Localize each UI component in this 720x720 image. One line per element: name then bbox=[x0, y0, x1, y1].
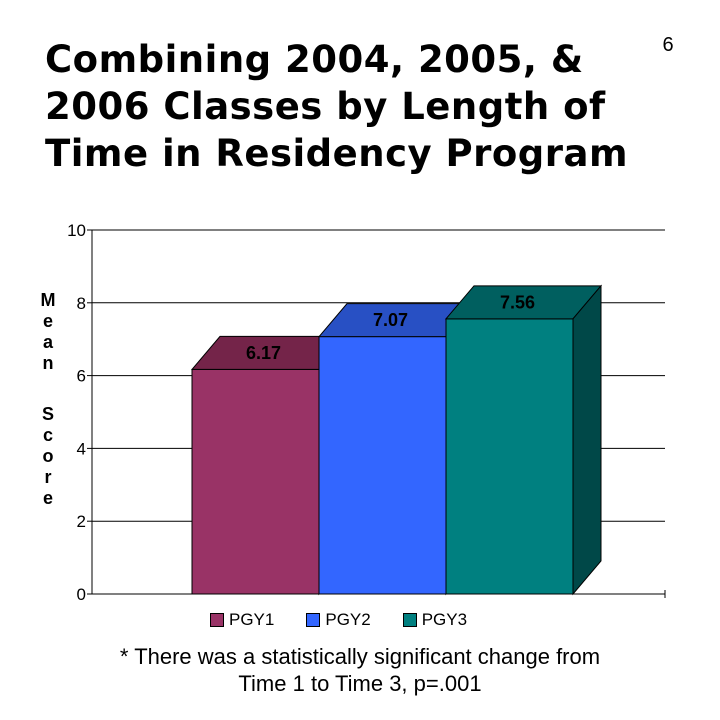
y-axis-title-letter: e bbox=[42, 311, 53, 331]
y-tick-label: 0 bbox=[77, 585, 86, 604]
legend-item-pgy1: PGY1 bbox=[210, 610, 274, 630]
y-tick-label: 4 bbox=[77, 439, 86, 458]
data-label-pgy1: 6.17 bbox=[246, 343, 281, 363]
bar-side-pgy3 bbox=[572, 284, 602, 596]
y-axis-title-letter: o bbox=[42, 446, 54, 466]
legend-swatch bbox=[210, 613, 224, 627]
legend-label: PGY2 bbox=[325, 610, 371, 629]
slide-number: 6 bbox=[662, 34, 674, 56]
y-axis-title-letter: S bbox=[41, 404, 54, 424]
footnote-line-1: * There was a statistically significant … bbox=[119, 644, 601, 669]
slide-title: Combining 2004, 2005, & 2006 Classes by … bbox=[45, 38, 629, 175]
bar-pgy3 bbox=[445, 318, 574, 595]
y-axis-title-letter: e bbox=[42, 488, 53, 508]
bar-pgy1 bbox=[191, 368, 320, 595]
y-axis-title-letter: c bbox=[42, 425, 53, 445]
legend-item-pgy2: PGY2 bbox=[306, 610, 371, 630]
y-axis-title-letter: n bbox=[42, 353, 54, 373]
y-axis-title-letter: M bbox=[40, 290, 56, 310]
y-tick-label: 2 bbox=[77, 512, 86, 531]
y-tick-label: 10 bbox=[67, 221, 86, 240]
y-axis-title-letter: r bbox=[44, 467, 52, 487]
legend-label: PGY3 bbox=[421, 610, 468, 629]
legend-item-pgy3: PGY3 bbox=[402, 610, 468, 630]
y-tick-label: 6 bbox=[77, 367, 86, 386]
chart-legend: PGY1 PGY2 PGY3 bbox=[210, 608, 499, 632]
bar-pgy2 bbox=[318, 336, 447, 595]
footnote: * There was a statistically significant … bbox=[60, 643, 660, 697]
y-tick-label: 8 bbox=[77, 294, 86, 313]
legend-swatch bbox=[306, 613, 321, 627]
data-label-pgy3: 7.56 bbox=[500, 292, 535, 312]
footnote-line-2: Time 1 to Time 3, p=.001 bbox=[238, 671, 482, 696]
legend-label: PGY1 bbox=[229, 610, 275, 629]
legend-swatch bbox=[402, 613, 417, 627]
y-axis-title-letter: a bbox=[42, 332, 53, 352]
data-label-pgy2: 7.07 bbox=[373, 310, 408, 330]
